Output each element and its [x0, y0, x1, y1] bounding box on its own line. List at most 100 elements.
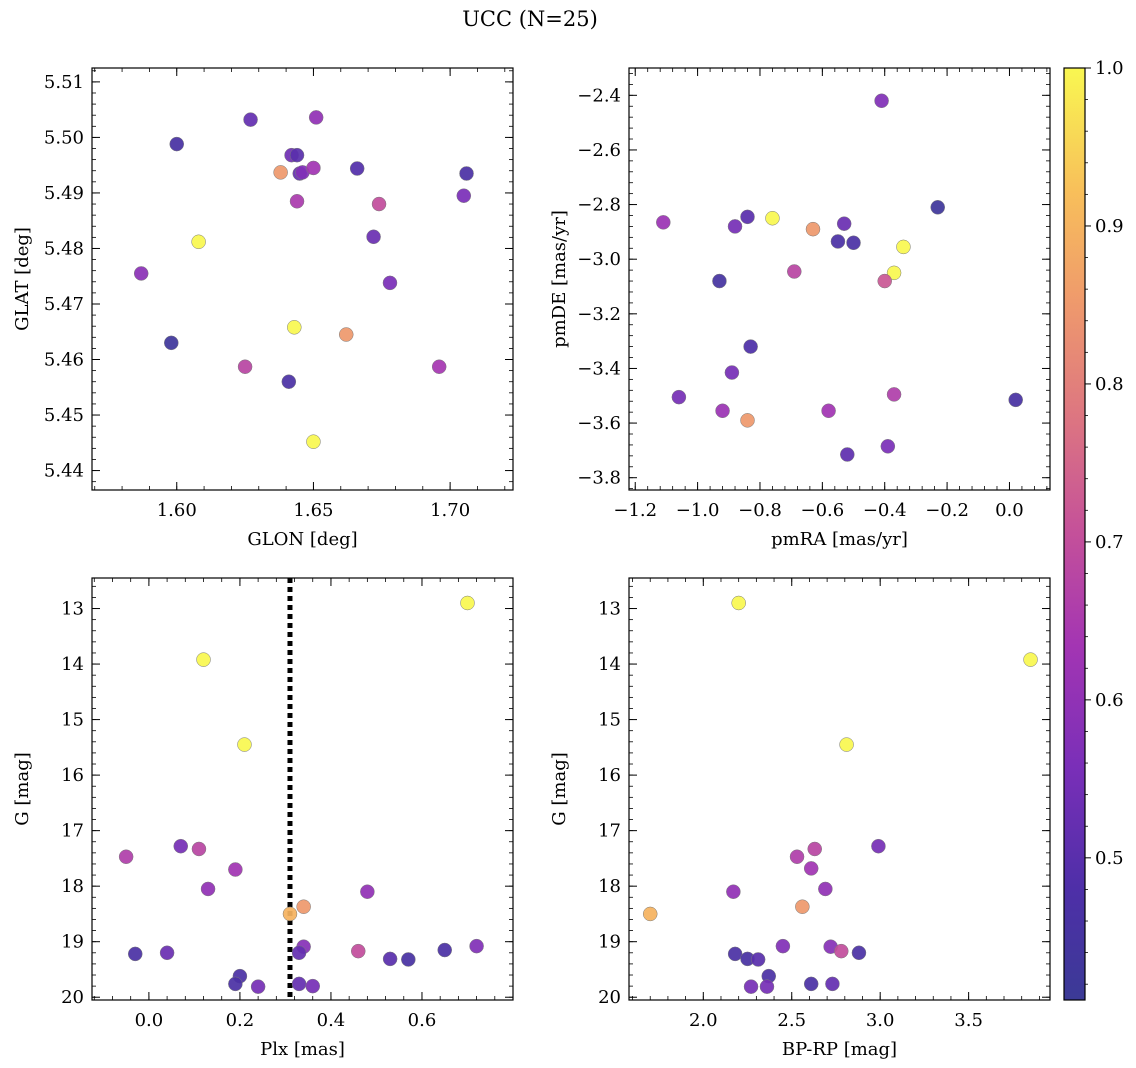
- data-point: [459, 166, 474, 181]
- data-point: [282, 906, 298, 922]
- data-point: [281, 374, 297, 389]
- x-axis-label: BP-RP [mag]: [782, 1039, 897, 1060]
- data-point: [159, 945, 175, 961]
- colorbar-tick-label: 0.7: [1095, 532, 1124, 553]
- data-point: [366, 229, 381, 245]
- data-point: [740, 413, 755, 428]
- x-tick-label: −0.4: [863, 500, 907, 521]
- data-point: [886, 387, 902, 402]
- y-tick-label: 5.47: [44, 294, 84, 315]
- data-point: [305, 978, 320, 994]
- data-point: [191, 234, 206, 250]
- axes-frame: [91, 577, 514, 1001]
- data-point: [289, 194, 305, 209]
- x-tick-label: 3.5: [954, 1010, 983, 1031]
- x-tick-label: 0.0: [995, 500, 1024, 521]
- data-point: [839, 737, 854, 752]
- x-axis-label: Plx [mas]: [260, 1039, 345, 1060]
- axes-frame: [628, 67, 1051, 491]
- data-point: [834, 943, 849, 959]
- y-axis-label: G [mag]: [549, 752, 570, 825]
- colorbar: 0.5 0.6 0.7 0.8 0.9 1.0: [1063, 58, 1124, 1001]
- data-point: [743, 339, 758, 354]
- data-point: [287, 320, 302, 335]
- data-point: [371, 196, 387, 212]
- y-tick-label: 19: [61, 932, 84, 953]
- data-point: [127, 946, 143, 962]
- y-tick-label: −3.4: [577, 358, 621, 379]
- data-point: [871, 838, 886, 854]
- data-point: [712, 273, 727, 289]
- axes-frame: [91, 67, 514, 491]
- data-point: [886, 265, 902, 281]
- x-tick-label: 3.0: [866, 1010, 895, 1031]
- data-point: [795, 899, 810, 914]
- y-tick-label: 5.46: [44, 350, 84, 371]
- data-point: [656, 215, 671, 230]
- data-point: [727, 946, 743, 962]
- data-point: [469, 938, 484, 954]
- data-point: [671, 389, 687, 405]
- data-point: [807, 841, 822, 857]
- data-point: [133, 266, 149, 281]
- y-tick-label: 5.48: [44, 238, 84, 259]
- colorbar-tick-label: 0.5: [1095, 848, 1124, 869]
- x-axis-label: GLON [deg]: [247, 529, 357, 550]
- data-point: [821, 403, 836, 419]
- data-point: [740, 209, 755, 225]
- data-point: [727, 219, 743, 234]
- data-point: [726, 884, 741, 899]
- data-point: [874, 93, 889, 109]
- x-tick-label: −1.2: [613, 500, 657, 521]
- y-tick-label: −2.6: [577, 140, 621, 161]
- data-point: [237, 359, 253, 374]
- data-point: [840, 447, 855, 462]
- data-point: [243, 112, 258, 127]
- data-point: [805, 221, 821, 237]
- y-axis-label: GLAT [deg]: [12, 227, 33, 331]
- data-point: [228, 976, 243, 992]
- data-point: [306, 160, 321, 176]
- x-tick-label: −0.2: [925, 500, 969, 521]
- y-tick-label: −3.2: [577, 304, 621, 325]
- x-tick-label: 1.60: [157, 500, 197, 521]
- x-tick-label: 2.0: [689, 1010, 718, 1031]
- data-point: [765, 210, 780, 226]
- y-tick-label: −3.0: [577, 249, 621, 270]
- y-tick-label: 20: [61, 987, 84, 1008]
- y-tick-label: 18: [61, 876, 84, 897]
- data-point: [825, 976, 840, 992]
- y-tick-label: 13: [598, 599, 621, 620]
- data-point: [642, 906, 658, 922]
- data-point: [437, 942, 452, 958]
- data-point: [191, 841, 207, 857]
- x-tick-label: 0.2: [226, 1010, 255, 1031]
- data-point: [724, 365, 740, 380]
- data-point: [731, 595, 746, 611]
- data-point: [877, 273, 892, 289]
- data-point: [360, 884, 375, 899]
- x-tick-label: 2.5: [777, 1010, 806, 1031]
- data-point: [289, 147, 305, 163]
- data-point: [759, 979, 775, 994]
- data-point: [296, 899, 311, 914]
- data-point: [803, 976, 819, 992]
- x-tick-label: 0.6: [408, 1010, 437, 1031]
- panel-glon-glat: 1.60 1.65 1.70 5.44 5.45 5.46 5.47 5.48 5.49 5.50…: [12, 67, 514, 550]
- data-point: [787, 264, 802, 279]
- data-point: [169, 136, 184, 152]
- data-point: [200, 881, 216, 897]
- x-axis-label: pmRA [mas/yr]: [771, 529, 908, 550]
- panel-pmra-pmde: −1.2 −1.0 −0.8 −0.6 −0.4 −0.2 0.0 −3.8 −3.6 −3.4 −…: [549, 67, 1051, 550]
- y-tick-label: 14: [61, 654, 84, 675]
- data-point: [789, 849, 805, 864]
- data-point: [896, 239, 911, 255]
- axes-frame: [628, 577, 1051, 1001]
- y-tick-label: 17: [598, 821, 621, 842]
- data-point: [382, 951, 398, 967]
- x-tick-label: −0.6: [800, 500, 844, 521]
- y-tick-label: 5.49: [44, 183, 84, 204]
- y-tick-label: 15: [61, 710, 84, 731]
- y-tick-label: 18: [598, 876, 621, 897]
- y-tick-label: −3.8: [577, 468, 621, 489]
